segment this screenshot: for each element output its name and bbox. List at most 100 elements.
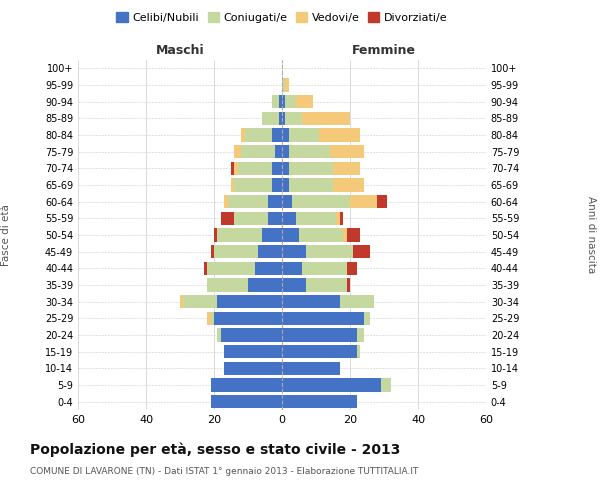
Bar [235, 145, 241, 158]
Bar [241, 145, 275, 158]
Bar [296, 95, 313, 108]
Bar [207, 312, 211, 325]
Bar [278, 112, 282, 125]
Bar [282, 295, 340, 308]
Bar [380, 378, 391, 392]
Bar [319, 128, 360, 141]
Bar [302, 112, 350, 125]
Bar [211, 395, 282, 408]
Bar [282, 345, 357, 358]
Bar [282, 95, 286, 108]
Bar [282, 312, 364, 325]
Bar [286, 78, 289, 92]
Text: Fasce di età: Fasce di età [1, 204, 11, 266]
Bar [217, 328, 221, 342]
Bar [296, 212, 337, 225]
Bar [207, 278, 248, 291]
Legend: Celibi/Nubili, Coniugati/e, Vedovi/e, Divorziati/e: Celibi/Nubili, Coniugati/e, Vedovi/e, Di… [112, 8, 452, 28]
Bar [286, 95, 296, 108]
Bar [347, 278, 350, 291]
Bar [282, 195, 292, 208]
Bar [235, 212, 268, 225]
Bar [282, 262, 302, 275]
Bar [268, 212, 282, 225]
Bar [217, 295, 282, 308]
Bar [289, 162, 333, 175]
Text: COMUNE DI LAVARONE (TN) - Dati ISTAT 1° gennaio 2013 - Elaborazione TUTTITALIA.I: COMUNE DI LAVARONE (TN) - Dati ISTAT 1° … [30, 468, 418, 476]
Bar [306, 245, 353, 258]
Bar [282, 145, 289, 158]
Bar [282, 128, 289, 141]
Bar [272, 95, 278, 108]
Bar [292, 195, 350, 208]
Bar [306, 278, 347, 291]
Bar [282, 278, 306, 291]
Bar [289, 178, 333, 192]
Bar [347, 262, 357, 275]
Bar [299, 228, 343, 241]
Bar [224, 345, 282, 358]
Bar [221, 328, 282, 342]
Bar [282, 245, 306, 258]
Bar [333, 162, 360, 175]
Bar [211, 312, 214, 325]
Bar [231, 162, 235, 175]
Bar [268, 195, 282, 208]
Bar [214, 228, 217, 241]
Bar [255, 262, 282, 275]
Bar [347, 228, 360, 241]
Bar [211, 245, 214, 258]
Bar [224, 195, 227, 208]
Bar [353, 245, 370, 258]
Bar [340, 212, 343, 225]
Bar [245, 128, 272, 141]
Text: Maschi: Maschi [155, 44, 205, 57]
Bar [272, 162, 282, 175]
Bar [278, 95, 282, 108]
Bar [262, 112, 278, 125]
Bar [214, 245, 258, 258]
Bar [282, 395, 357, 408]
Bar [302, 262, 347, 275]
Bar [333, 178, 364, 192]
Text: Anni di nascita: Anni di nascita [586, 196, 596, 274]
Bar [241, 128, 245, 141]
Bar [343, 228, 347, 241]
Bar [329, 145, 364, 158]
Bar [286, 112, 302, 125]
Bar [217, 228, 262, 241]
Bar [231, 178, 235, 192]
Bar [282, 78, 286, 92]
Bar [184, 295, 217, 308]
Bar [180, 295, 184, 308]
Bar [377, 195, 388, 208]
Bar [272, 178, 282, 192]
Bar [357, 345, 360, 358]
Bar [221, 212, 235, 225]
Bar [282, 162, 289, 175]
Bar [282, 228, 299, 241]
Bar [272, 128, 282, 141]
Bar [282, 212, 296, 225]
Text: Femmine: Femmine [352, 44, 416, 57]
Bar [275, 145, 282, 158]
Bar [207, 262, 255, 275]
Bar [282, 178, 289, 192]
Bar [211, 378, 282, 392]
Bar [238, 162, 272, 175]
Bar [289, 128, 319, 141]
Bar [282, 328, 357, 342]
Bar [227, 195, 268, 208]
Bar [262, 228, 282, 241]
Bar [350, 195, 377, 208]
Bar [258, 245, 282, 258]
Bar [235, 178, 272, 192]
Bar [289, 145, 329, 158]
Bar [364, 312, 370, 325]
Bar [248, 278, 282, 291]
Bar [204, 262, 207, 275]
Bar [235, 162, 238, 175]
Bar [282, 378, 380, 392]
Bar [340, 295, 374, 308]
Bar [282, 112, 286, 125]
